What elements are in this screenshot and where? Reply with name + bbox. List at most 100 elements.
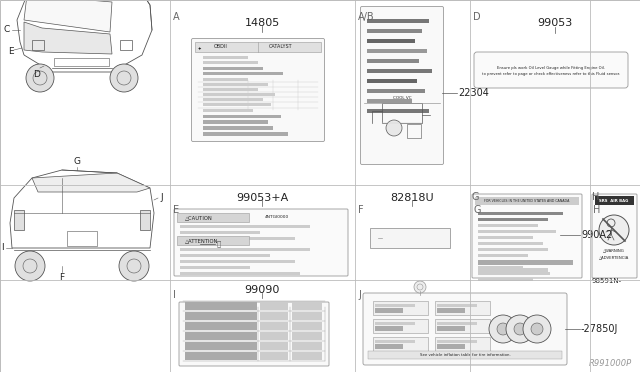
- Circle shape: [26, 64, 54, 92]
- Text: D: D: [33, 70, 40, 79]
- Bar: [195, 42, 321, 52]
- FancyBboxPatch shape: [360, 6, 444, 164]
- FancyBboxPatch shape: [191, 38, 324, 141]
- Bar: [375, 322, 415, 325]
- Bar: [478, 224, 538, 227]
- Bar: [292, 322, 322, 330]
- Text: SRS  AIR BAG: SRS AIR BAG: [599, 199, 628, 202]
- Bar: [435, 301, 490, 315]
- Circle shape: [531, 323, 543, 335]
- Bar: [437, 340, 477, 343]
- Bar: [260, 322, 288, 330]
- Bar: [478, 266, 523, 269]
- Bar: [435, 337, 490, 351]
- Bar: [260, 342, 288, 350]
- Bar: [203, 67, 263, 70]
- Bar: [180, 266, 250, 269]
- Bar: [185, 322, 257, 330]
- FancyBboxPatch shape: [474, 52, 628, 88]
- Text: B: B: [0, 371, 1, 372]
- Text: A: A: [0, 371, 1, 372]
- Bar: [367, 79, 417, 83]
- Circle shape: [523, 315, 551, 343]
- Bar: [375, 304, 415, 307]
- Bar: [367, 59, 419, 63]
- Text: △WARNING: △WARNING: [603, 248, 625, 252]
- Bar: [478, 260, 538, 263]
- Bar: [180, 231, 260, 234]
- Bar: [367, 19, 429, 23]
- Polygon shape: [24, 22, 112, 54]
- Text: 990A2: 990A2: [581, 230, 612, 240]
- Bar: [367, 89, 425, 93]
- Bar: [375, 340, 415, 343]
- Bar: [437, 326, 465, 331]
- Bar: [203, 93, 275, 96]
- Bar: [260, 352, 288, 360]
- Bar: [382, 103, 422, 123]
- Text: Ensure pls work Oil Level Gauge while Fitting Engine Oil.: Ensure pls work Oil Level Gauge while Fi…: [497, 66, 605, 70]
- Bar: [180, 224, 310, 228]
- Text: CATALYST: CATALYST: [269, 45, 293, 49]
- Text: △ATTENTION: △ATTENTION: [185, 238, 218, 243]
- Bar: [185, 342, 257, 350]
- Bar: [203, 78, 248, 81]
- Text: A/B: A/B: [358, 12, 374, 22]
- Bar: [260, 302, 288, 310]
- Text: R991000P: R991000P: [589, 359, 632, 368]
- Text: △CAUTION: △CAUTION: [185, 215, 212, 220]
- Bar: [32, 40, 44, 50]
- Bar: [177, 213, 249, 222]
- FancyBboxPatch shape: [363, 293, 567, 365]
- Bar: [437, 304, 477, 307]
- Bar: [478, 212, 563, 215]
- Bar: [478, 272, 550, 275]
- Circle shape: [119, 251, 149, 281]
- Circle shape: [414, 281, 426, 293]
- Bar: [54, 58, 109, 66]
- Bar: [203, 83, 268, 86]
- Text: COOL VC: COOL VC: [393, 96, 412, 100]
- Polygon shape: [32, 173, 150, 192]
- Text: 82818U: 82818U: [390, 193, 434, 203]
- Text: 99090: 99090: [244, 285, 280, 295]
- Text: F: F: [358, 205, 364, 215]
- Text: D: D: [473, 12, 481, 22]
- Text: J: J: [358, 290, 361, 300]
- Text: ✦: ✦: [198, 47, 202, 51]
- Text: H: H: [593, 205, 600, 215]
- Circle shape: [506, 315, 534, 343]
- Bar: [367, 99, 412, 103]
- Text: C: C: [4, 26, 10, 35]
- Bar: [375, 308, 403, 313]
- Bar: [180, 272, 300, 275]
- Bar: [435, 319, 490, 333]
- Bar: [367, 49, 427, 53]
- Text: 99053+A: 99053+A: [236, 193, 288, 203]
- Circle shape: [110, 64, 138, 92]
- Bar: [180, 260, 295, 263]
- Bar: [120, 40, 132, 50]
- Bar: [203, 132, 288, 136]
- Text: H: H: [0, 371, 1, 372]
- Text: 22304: 22304: [458, 88, 489, 98]
- Text: G: G: [472, 192, 479, 202]
- FancyBboxPatch shape: [592, 194, 637, 278]
- Text: 14805: 14805: [244, 18, 280, 28]
- Circle shape: [514, 323, 526, 335]
- Text: 4NTGI0000: 4NTGI0000: [265, 215, 289, 219]
- Bar: [292, 352, 322, 360]
- Bar: [292, 302, 322, 310]
- FancyBboxPatch shape: [472, 194, 582, 278]
- Bar: [437, 344, 465, 349]
- Bar: [203, 72, 283, 75]
- FancyBboxPatch shape: [174, 209, 348, 276]
- Bar: [373, 319, 428, 333]
- Bar: [260, 312, 288, 320]
- Bar: [185, 332, 257, 340]
- Bar: [478, 218, 548, 221]
- Bar: [180, 253, 270, 257]
- Text: I: I: [1, 244, 4, 253]
- Text: FOR VEHICLES IN THE UNITED STATES AND CANADA: FOR VEHICLES IN THE UNITED STATES AND CA…: [484, 199, 570, 203]
- Bar: [407, 124, 421, 138]
